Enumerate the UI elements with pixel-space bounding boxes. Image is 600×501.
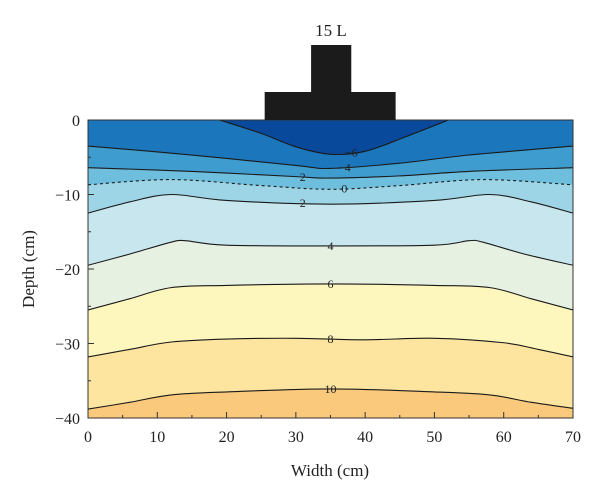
contour-label: 8 — [328, 332, 334, 346]
x-tick-label: 50 — [426, 429, 442, 446]
contour-line--4 — [88, 145, 573, 170]
y-axis-label: Depth (cm) — [19, 230, 38, 308]
contour-line-2 — [88, 193, 573, 214]
y-tick-label: −30 — [55, 337, 80, 354]
contour-line-8 — [88, 337, 573, 358]
y-tick-label: −40 — [55, 411, 80, 428]
contour-labels: −6−4 2 0 2 4 6 8 10 — [300, 145, 358, 395]
contour-line-6 — [88, 283, 573, 311]
contour-label: 0 — [341, 182, 347, 196]
contour-line-4 — [88, 239, 573, 266]
fill-region-above_10 — [88, 388, 573, 418]
contour-line--2 — [88, 167, 573, 179]
x-tick-label: 30 — [288, 429, 304, 446]
x-tick-label: 60 — [496, 429, 512, 446]
y-tick-label: −10 — [55, 188, 80, 205]
x-axis-label: Width (cm) — [291, 461, 369, 480]
contour-label: −4 — [338, 160, 351, 174]
y-tick-label: −20 — [55, 262, 80, 279]
y-tick-label: 0 — [72, 113, 80, 130]
contour-label: 2 — [300, 196, 306, 210]
contour-lines — [88, 120, 573, 410]
contour-label: 6 — [328, 277, 334, 291]
x-tick-label: 20 — [219, 429, 235, 446]
contour-label: 10 — [325, 382, 337, 396]
emitter-base — [264, 92, 396, 120]
emitter-label: 15 L — [315, 21, 347, 40]
contour-line--6 — [219, 120, 449, 156]
x-tick-label: 0 — [84, 429, 92, 446]
contour-fills — [88, 120, 573, 418]
fill-region-below--6 — [219, 120, 449, 155]
emitter-block — [264, 45, 396, 120]
axes: 0 10 20 30 40 50 60 700−10−20−30−40 — [55, 113, 581, 446]
x-tick-label: 70 — [565, 429, 581, 446]
x-tick-label: 10 — [149, 429, 165, 446]
contour-label: 4 — [328, 239, 334, 253]
contour-label: 2 — [300, 170, 306, 184]
emitter-stem — [311, 45, 352, 93]
x-tick-label: 40 — [357, 429, 373, 446]
contour-label: −6 — [345, 145, 358, 159]
contour-line-10 — [88, 388, 573, 410]
